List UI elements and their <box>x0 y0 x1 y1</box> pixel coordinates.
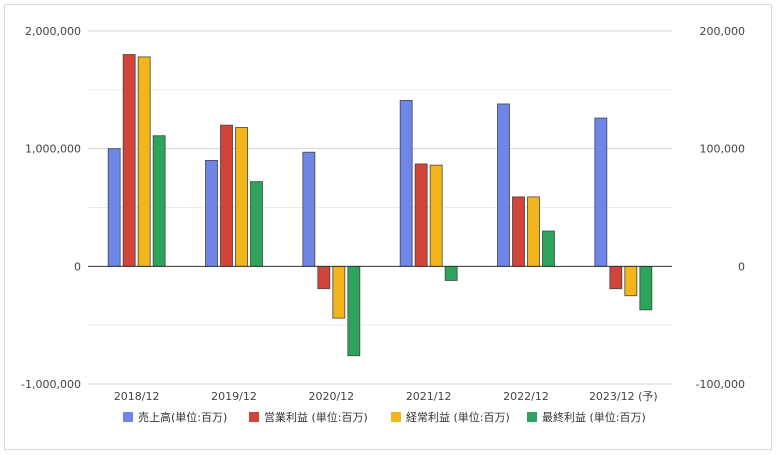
right-tick-label: 200,000 <box>700 25 746 38</box>
bar <box>512 196 525 267</box>
category-label: 2019/12 <box>211 390 257 403</box>
legend-item: 経常利益 (単位:百万) <box>391 410 510 424</box>
legend-swatch <box>123 412 133 422</box>
category-label: 2021/12 <box>406 390 452 403</box>
legend-label: 売上高(単位:百万) <box>138 410 227 424</box>
bar <box>639 265 653 311</box>
legend-item: 営業利益 (単位:百万) <box>249 410 368 424</box>
bar <box>250 181 263 267</box>
left-tick-label: -1,000,000 <box>21 378 81 391</box>
legend-label: 最終利益 (単位:百万) <box>542 410 646 424</box>
bar <box>137 56 151 267</box>
bar <box>594 117 608 267</box>
gridlines <box>88 30 672 385</box>
bar <box>302 151 316 267</box>
legend: 売上高(単位:百万) 営業利益 (単位:百万) 経常利益 (単位:百万) 最終利益 (… <box>123 410 646 424</box>
legend-swatch <box>391 412 401 422</box>
bar <box>414 163 428 267</box>
legend-item: 売上高(単位:百万) <box>123 410 227 424</box>
category-label: 2022/12 <box>503 390 549 403</box>
legend-label: 営業利益 (単位:百万) <box>264 410 368 424</box>
bar <box>429 164 443 267</box>
bar <box>609 265 623 290</box>
right-tick-label: 0 <box>738 260 745 273</box>
left-tick-label: 1,000,000 <box>25 143 81 156</box>
bar <box>122 54 136 267</box>
left-axis-ticks: -1,000,000 0 1,000,000 2,000,000 <box>21 25 81 391</box>
bar <box>317 265 331 290</box>
bar <box>542 230 555 267</box>
left-tick-label: 0 <box>74 260 81 273</box>
right-axis-ticks: -100,000 0 100,000 200,000 <box>696 25 745 391</box>
chart-frame: -1,000,000 0 1,000,000 2,000,000 -100,000 0 1… <box>4 4 772 450</box>
bar <box>444 265 458 281</box>
bar <box>332 265 346 319</box>
legend-label: 経常利益 (単位:百万) <box>406 410 510 424</box>
category-label: 2020/12 <box>308 390 354 403</box>
bar <box>205 160 218 267</box>
bars <box>107 54 653 357</box>
bar <box>624 265 638 297</box>
bar <box>107 148 121 267</box>
bar <box>527 196 540 267</box>
legend-swatch <box>249 412 259 422</box>
legend-swatch <box>527 412 537 422</box>
bar <box>347 265 361 357</box>
category-label: 2023/12 (予) <box>589 390 658 403</box>
right-tick-label: 100,000 <box>700 143 746 156</box>
left-tick-label: 2,000,000 <box>25 25 81 38</box>
bar <box>497 103 510 267</box>
bar <box>235 127 248 267</box>
bar <box>152 135 166 267</box>
bar <box>220 124 233 267</box>
bar <box>399 100 413 267</box>
legend-item: 最終利益 (単位:百万) <box>527 410 646 424</box>
right-tick-label: -100,000 <box>696 378 745 391</box>
category-label: 2018/12 <box>114 390 160 403</box>
category-labels: 2018/12 2019/12 2020/12 2021/12 2022/12 2023/… <box>114 390 658 403</box>
bar-chart: -1,000,000 0 1,000,000 2,000,000 -100,000 0 1… <box>21 25 745 424</box>
